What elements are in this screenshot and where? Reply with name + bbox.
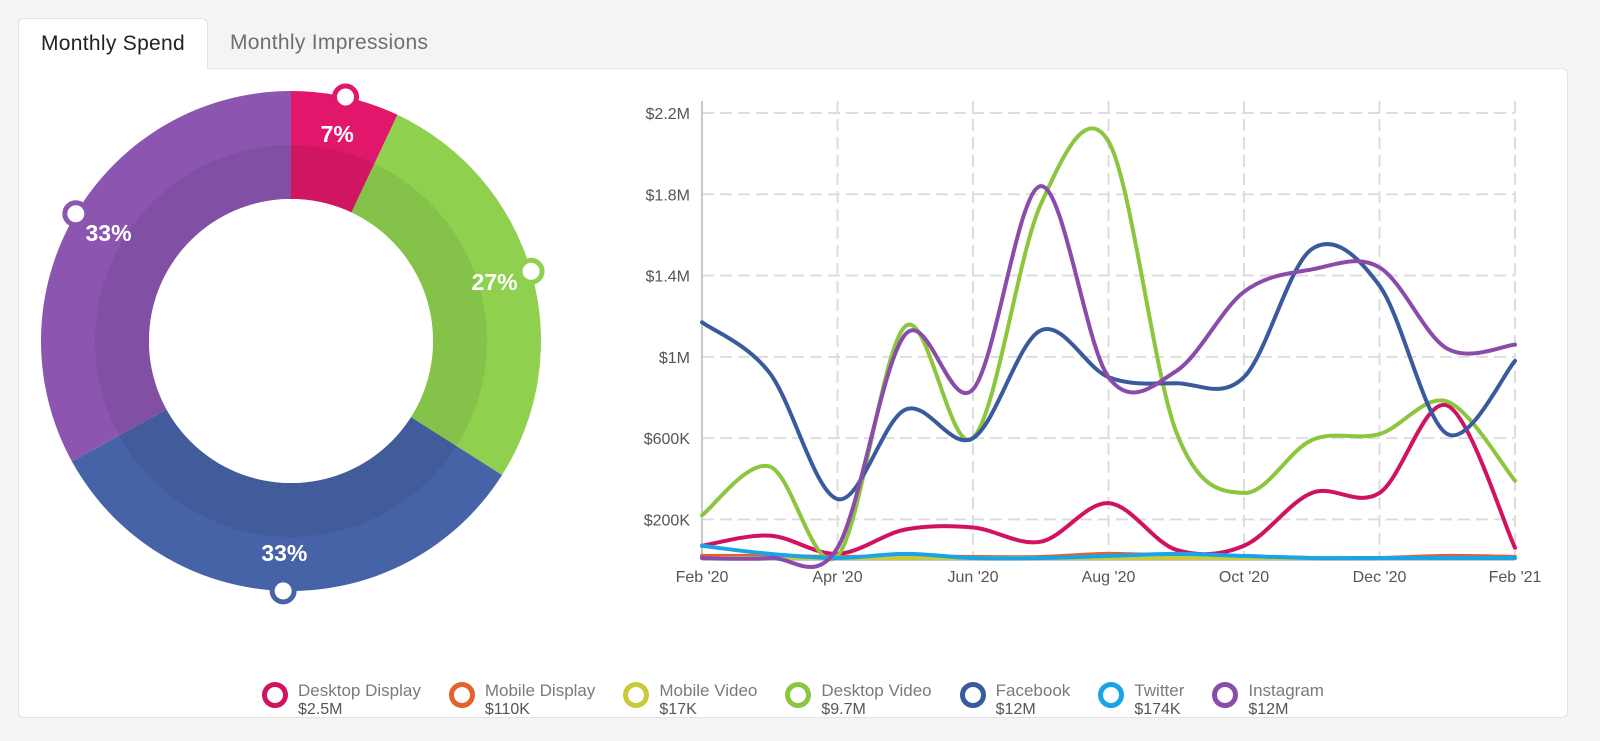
x-tick-label: Oct '20 — [1219, 569, 1269, 586]
y-tick-label: $1.8M — [646, 187, 690, 204]
mobile-display-ring-icon — [448, 682, 475, 708]
y-tick-label: $2.2M — [646, 106, 690, 123]
facebook-ring-icon — [959, 682, 986, 708]
legend-item-twitter[interactable]: Twitter $174K — [1098, 681, 1184, 741]
donut-hole — [149, 199, 433, 483]
series-line-twitter[interactable] — [700, 543, 1517, 561]
legend-label: Twitter — [1134, 681, 1185, 700]
donut-slice-desktop-video[interactable] — [351, 114, 541, 475]
tab-monthly-impressions[interactable]: Monthly Impressions — [230, 31, 429, 54]
legend-label: Desktop Video — [821, 681, 932, 700]
legend-item-instagram[interactable]: Instagram $12M — [1212, 681, 1324, 741]
series-line-instagram[interactable] — [700, 184, 1517, 569]
chart-panel: 7% 27% 33% 33% Feb '20 Apr '20 Jun '20 Aug '20… — [18, 68, 1568, 718]
legend-label: Facebook — [995, 681, 1071, 700]
x-tick-label: Aug '20 — [1082, 569, 1136, 586]
legend-value: $12M — [1248, 701, 1289, 718]
donut-marker-instagram[interactable] — [62, 200, 90, 228]
tab-monthly-spend[interactable]: Monthly Spend — [18, 18, 208, 70]
x-tick-label: Feb '20 — [676, 569, 729, 586]
legend: Desktop Display $2.5M Mobile Display $11… — [19, 681, 1567, 741]
desktop-video-ring-icon — [785, 682, 812, 708]
x-tick-label: Jun '20 — [947, 569, 998, 586]
legend-item-mobile-display[interactable]: Mobile Display $110K — [448, 681, 596, 741]
y-tick-label: $1M — [659, 350, 690, 367]
chart-widget: Monthly Spend Monthly Impressions 7% 27% 3… — [18, 18, 1568, 718]
legend-value: $2.5M — [298, 701, 343, 718]
legend-value: $110K — [484, 701, 530, 718]
legend-item-facebook[interactable]: Facebook $12M — [959, 681, 1071, 741]
desktop-display-ring-icon — [262, 682, 289, 708]
legend-item-desktop-display[interactable]: Desktop Display $2.5M — [262, 681, 421, 741]
legend-label: Desktop Display — [298, 681, 421, 700]
donut-slice-label: 33% — [85, 220, 131, 246]
x-tick-label: Apr '20 — [812, 569, 862, 586]
legend-value: $12M — [995, 701, 1036, 718]
y-tick-label: $1.4M — [646, 269, 690, 286]
mobile-video-ring-icon — [623, 682, 650, 708]
donut-marker-desktop-video[interactable] — [517, 257, 545, 285]
donut-slice-facebook[interactable] — [71, 409, 503, 592]
donut-marker-facebook[interactable] — [269, 577, 297, 605]
donut-slice-shade — [291, 145, 375, 213]
line-chart: Feb '20 Apr '20 Jun '20 Aug '20 Oct '20 Dec '… — [644, 101, 1542, 586]
donut-slice-shade — [95, 145, 291, 436]
tab-bar: Monthly Spend Monthly Impressions — [18, 18, 450, 70]
x-tick-label: Dec '20 — [1353, 569, 1407, 586]
legend-value: $17K — [659, 701, 697, 718]
donut-marker-desktop-display[interactable] — [332, 83, 360, 111]
twitter-ring-icon — [1098, 682, 1125, 708]
y-tick-label: $200K — [644, 512, 691, 529]
donut-slice-shade — [351, 163, 487, 447]
instagram-ring-icon — [1212, 682, 1239, 708]
donut-slice-shade — [119, 409, 457, 537]
legend-value: $9.7M — [821, 701, 866, 718]
series-line-desktop-display[interactable] — [700, 403, 1517, 557]
legend-item-desktop-video[interactable]: Desktop Video $9.7M — [785, 681, 932, 741]
donut-chart: 7% 27% 33% 33% — [40, 83, 545, 605]
donut-slice-instagram[interactable] — [40, 91, 291, 462]
series-line-desktop-video[interactable] — [700, 126, 1517, 562]
legend-label: Mobile Display — [484, 681, 596, 700]
donut-slice-desktop-display[interactable] — [291, 91, 398, 213]
donut-slice-label: 27% — [472, 269, 518, 295]
legend-value: $174K — [1134, 701, 1181, 718]
donut-slice-label: 33% — [261, 540, 307, 566]
legend-item-mobile-video[interactable]: Mobile Video $17K — [623, 681, 757, 741]
x-tick-label: Feb '21 — [1489, 569, 1542, 586]
y-tick-label: $600K — [644, 431, 691, 448]
legend-label: Mobile Video — [659, 681, 758, 700]
legend-label: Instagram — [1248, 681, 1324, 700]
donut-slice-label: 7% — [321, 121, 354, 147]
